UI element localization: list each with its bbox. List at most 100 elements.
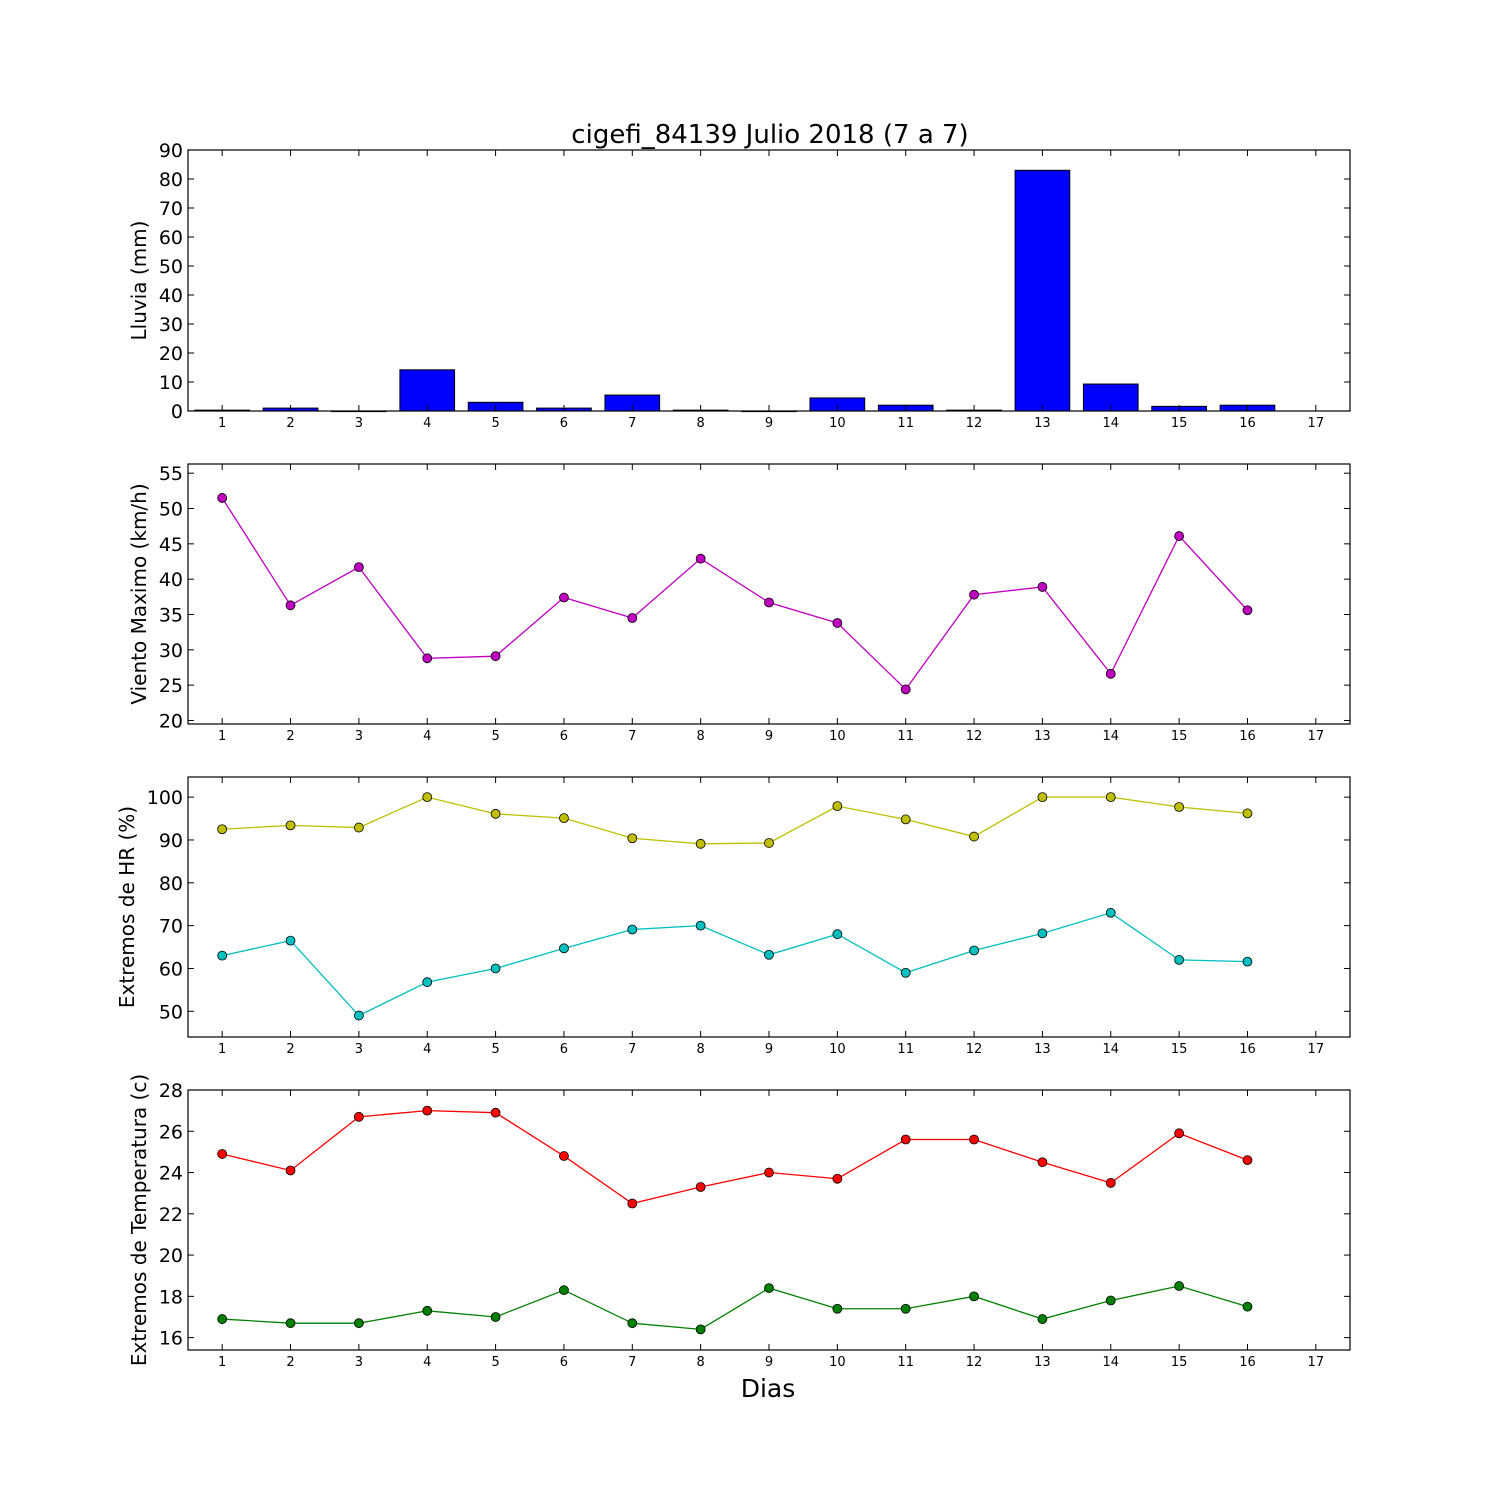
temperature-series-1-point-2: [285, 1318, 296, 1329]
temperature-series-0-point-9: [764, 1167, 774, 1178]
rainfall-bar-4: [399, 369, 456, 412]
temperature-series-0-point-13: [1037, 1157, 1048, 1168]
humidity-series-1-point-16: [1242, 956, 1253, 967]
wind-y-axis-label: Viento Maximo (km/h): [127, 483, 151, 704]
wind-series-0-point-8: [695, 553, 706, 564]
temperature-series-1-point-8: [695, 1324, 706, 1335]
wind-axes-frame: [187, 463, 1351, 725]
temperature-ytick-label-24: 24: [159, 1163, 183, 1185]
rainfall-xtick-label-14: 14: [1102, 416, 1119, 431]
humidity-series-0-point-7: [627, 833, 638, 844]
temperature-axes-frame: [187, 1089, 1351, 1351]
humidity-series-0-point-12: [969, 831, 979, 842]
humidity-axes-frame: [187, 776, 1351, 1038]
humidity-ytick-label-50: 50: [159, 1001, 183, 1023]
humidity-series-0-point-6: [559, 813, 569, 824]
humidity-series-0-point-13: [1037, 792, 1048, 803]
temperature-ytick-label-26: 26: [159, 1121, 183, 1143]
rainfall-xtick-label-11: 11: [897, 416, 914, 431]
temperature-series-0-point-7: [627, 1198, 638, 1209]
humidity-xtick-label-1: 1: [218, 1042, 226, 1057]
humidity-xtick-label-12: 12: [966, 1042, 983, 1057]
humidity-xtick-label-16: 16: [1239, 1042, 1256, 1057]
temperature-xtick-label-14: 14: [1102, 1355, 1119, 1370]
temperature-xtick-label-1: 1: [218, 1355, 226, 1370]
humidity-ytick-label-80: 80: [159, 873, 183, 895]
temperature-ytick-label-16: 16: [159, 1328, 183, 1350]
wind-series-0-point-10: [832, 618, 843, 628]
wind-series-0-point-1: [217, 493, 228, 503]
temperature-xtick-label-12: 12: [966, 1355, 983, 1370]
temperature-xtick-label-8: 8: [697, 1355, 705, 1370]
humidity-series-0-line: [222, 796, 1248, 845]
humidity-xtick-label-2: 2: [286, 1042, 294, 1057]
figure-title: cigefi_84139 Julio 2018 (7 a 7): [571, 120, 968, 150]
temperature-series-1-point-12: [969, 1291, 979, 1302]
panels: 1 2 3 4 5 6 7 8 9 10 11 12 13 14 15 16 17010203040506070…: [115, 140, 1351, 1370]
wind-ytick-label-20: 20: [159, 710, 183, 732]
wind-xtick-label-6: 6: [560, 729, 568, 744]
temperature-ytick-label-18: 18: [159, 1286, 183, 1308]
temperature-xtick-label-9: 9: [765, 1355, 773, 1370]
temperature-series-0-point-8: [695, 1182, 706, 1192]
humidity-series-0-point-8: [695, 838, 706, 849]
rainfall-xtick-label-4: 4: [423, 416, 431, 431]
wind-series-0-point-12: [969, 589, 979, 600]
temperature-series-0-point-6: [559, 1151, 569, 1161]
rainfall-xtick-label-3: 3: [355, 416, 363, 431]
humidity-series-1-point-3: [353, 1010, 364, 1021]
humidity-series-1-point-15: [1174, 954, 1185, 965]
wind-series-0-point-13: [1037, 582, 1048, 592]
wind-series-0-point-4: [422, 653, 433, 664]
rainfall-bar-13: [1014, 169, 1071, 412]
rainfall-xtick-label-5: 5: [491, 416, 499, 431]
temperature-series-1-point-15: [1174, 1281, 1185, 1291]
wind-series-0-point-14: [1105, 668, 1116, 679]
humidity-ytick-label-70: 70: [159, 916, 183, 938]
temperature-ytick-label-22: 22: [159, 1204, 183, 1226]
wind-xtick-label-3: 3: [355, 729, 363, 744]
wind-series-0-point-9: [764, 597, 774, 608]
rainfall-xtick-label-12: 12: [966, 416, 983, 431]
humidity-series-0-point-11: [900, 814, 911, 825]
humidity-ytick-label-90: 90: [159, 830, 183, 852]
rainfall-xtick-label-16: 16: [1239, 416, 1256, 431]
temperature-panel: 1 2 3 4 5 6 7 8 9 10 11 12 13 14 15 16 1716182022242628E…: [127, 1074, 1351, 1370]
temperature-series-1-point-10: [832, 1303, 843, 1314]
rainfall-ytick-label-20: 20: [159, 343, 183, 365]
temperature-y-axis-label: Extremos de Temperatura (c): [127, 1074, 151, 1366]
humidity-series-1-point-2: [285, 935, 296, 946]
humidity-series-1-point-13: [1037, 928, 1048, 939]
wind-ytick-label-30: 30: [159, 640, 183, 662]
temperature-series-0-point-11: [900, 1134, 911, 1145]
temperature-xtick-label-2: 2: [286, 1355, 294, 1370]
temperature-ytick-label-20: 20: [159, 1245, 183, 1267]
humidity-series-1-point-14: [1105, 907, 1116, 918]
temperature-xtick-label-13: 13: [1034, 1355, 1051, 1370]
temperature-xtick-label-17: 17: [1308, 1355, 1325, 1370]
humidity-xtick-label-11: 11: [897, 1042, 914, 1057]
temperature-series-1-point-7: [627, 1318, 638, 1329]
humidity-xtick-label-5: 5: [491, 1042, 499, 1057]
temperature-xtick-label-5: 5: [491, 1355, 499, 1370]
rainfall-xtick-label-6: 6: [560, 416, 568, 431]
humidity-series-1-point-5: [490, 963, 501, 974]
rainfall-ytick-label-0: 0: [171, 401, 183, 423]
wind-xtick-label-1: 1: [218, 729, 226, 744]
humidity-xtick-label-15: 15: [1171, 1042, 1188, 1057]
humidity-series-0-point-15: [1174, 802, 1185, 812]
temperature-xtick-label-11: 11: [897, 1355, 914, 1370]
humidity-xtick-label-8: 8: [697, 1042, 705, 1057]
rainfall-axes-frame: [187, 149, 1351, 412]
rainfall-xtick-label-10: 10: [829, 416, 846, 431]
wind-series-0-point-15: [1174, 531, 1185, 541]
temperature-xtick-label-15: 15: [1171, 1355, 1188, 1370]
wind-xtick-label-14: 14: [1102, 729, 1119, 744]
wind-xtick-label-13: 13: [1034, 729, 1051, 744]
humidity-series-0-point-1: [217, 824, 228, 835]
wind-series-0-point-3: [353, 562, 364, 573]
wind-panel: 1 2 3 4 5 6 7 8 9 10 11 12 13 14 15 16 17202530354045505…: [127, 463, 1351, 744]
rainfall-xtick-label-2: 2: [286, 416, 294, 431]
rainfall-panel: 1 2 3 4 5 6 7 8 9 10 11 12 13 14 15 16 17010203040506070…: [127, 140, 1351, 431]
